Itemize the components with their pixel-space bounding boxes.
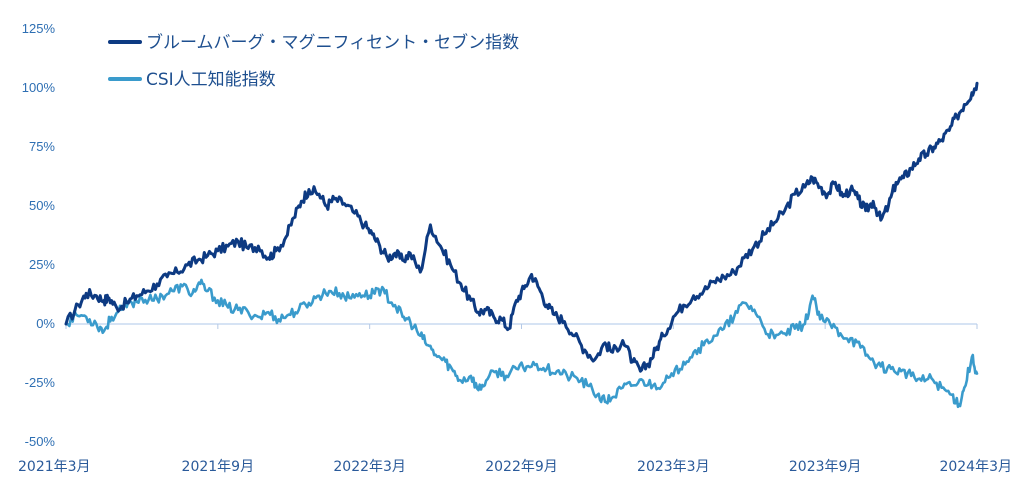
legend-label-magnificent-seven: ブルームバーグ・マグニフィセント・セブン指数	[146, 32, 519, 53]
y-tick-label: 25%	[29, 257, 55, 272]
x-tick-label: 2021年9月	[182, 459, 255, 475]
x-tick-label: 2022年9月	[485, 459, 558, 475]
series-layer	[64, 81, 979, 409]
x-axis: 2021年3月 2021年9月 2022年3月 2022年9月 2023年3月 2023年…	[18, 323, 1012, 475]
legend: ブルームバーグ・マグニフィセント・セブン指数 CSI人工知能指数	[108, 32, 519, 90]
x-tick-label: 2023年3月	[637, 459, 710, 475]
y-tick-label: -25%	[25, 375, 56, 390]
y-tick-label: 100%	[22, 80, 56, 95]
x-tick-label: 2021年3月	[18, 459, 91, 475]
x-tick-label: 2024年3月	[939, 459, 1012, 475]
series-line-magnificent-seven	[64, 81, 979, 373]
y-tick-label: -50%	[25, 434, 56, 449]
legend-label-csi-ai: CSI人工知能指数	[146, 70, 276, 90]
x-tick-label: 2022年3月	[333, 459, 406, 475]
series-line-csi-ai	[64, 278, 979, 409]
y-tick-label: 75%	[29, 139, 55, 154]
x-tick-label: 2023年9月	[789, 459, 862, 475]
y-tick-label: 50%	[29, 198, 55, 213]
y-tick-label: 0%	[36, 316, 55, 331]
y-axis: -50% -25% 0% 25% 50% 75% 100% 125%	[22, 21, 56, 449]
y-tick-label: 125%	[22, 21, 56, 36]
